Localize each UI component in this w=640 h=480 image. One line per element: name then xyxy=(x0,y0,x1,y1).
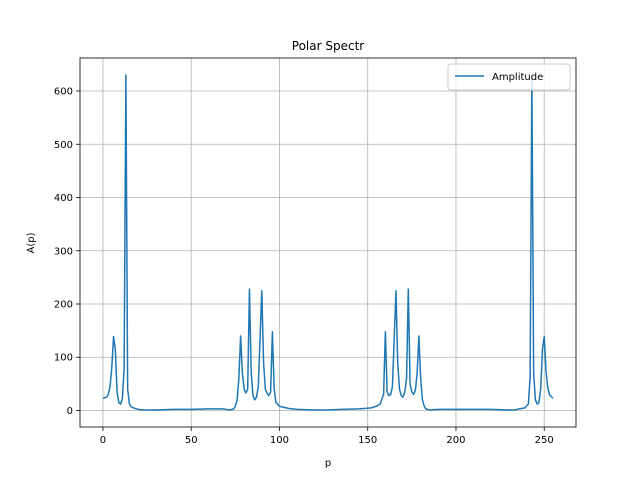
plot-area-background xyxy=(80,58,576,427)
legend: Amplitude xyxy=(447,63,571,91)
x-tick-label: 0 xyxy=(100,435,106,446)
x-tick-label: 200 xyxy=(446,435,465,446)
x-tick-label: 150 xyxy=(358,435,377,446)
chart-title: Polar Spectr xyxy=(292,39,365,53)
y-tick-label: 100 xyxy=(54,353,73,364)
series-line-amplitude xyxy=(102,74,554,411)
y-axis-label: A(p) xyxy=(26,232,37,253)
series-layer xyxy=(102,74,554,411)
x-tick-label: 250 xyxy=(535,435,554,446)
y-tick-label: 400 xyxy=(54,193,73,204)
x-tick-label: 100 xyxy=(270,435,289,446)
x-tick-label: 50 xyxy=(185,435,198,446)
legend-box xyxy=(447,63,571,91)
y-tick-label: 300 xyxy=(54,246,73,257)
grid-layer xyxy=(80,58,576,427)
tick-layer: 0 50 100 150 200 250 0 100 200 300 400 500 600 xyxy=(54,87,554,446)
plot-frame xyxy=(79,57,577,428)
legend-entry-label: Amplitude xyxy=(492,72,543,83)
y-tick-label: 0 xyxy=(67,406,73,417)
x-axis-label: p xyxy=(325,458,331,469)
y-tick-label: 600 xyxy=(54,87,73,98)
y-tick-label: 200 xyxy=(54,300,73,311)
y-tick-label: 500 xyxy=(54,140,73,151)
